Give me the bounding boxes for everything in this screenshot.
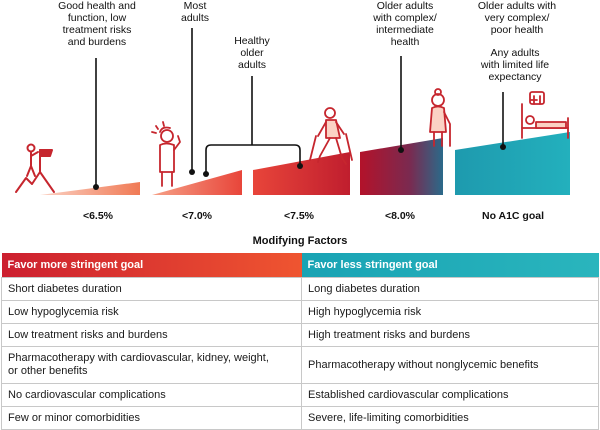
modifying-factors-table: Favor more stringent goal Favor less str… — [1, 253, 599, 430]
caption-very-complex: Older adults with very complex/ poor hea… — [477, 0, 557, 36]
cell-stringent: Few or minor comorbidities — [1, 406, 302, 430]
caption-good-health: Good health and function, low treatment … — [58, 0, 136, 48]
header-more-stringent: Favor more stringent goal — [1, 253, 302, 278]
goal-6-5: <6.5% — [82, 210, 114, 222]
table-row: Low hypoglycemia risk High hypoglycemia … — [1, 300, 599, 324]
modifying-factors-title: Modifying Factors — [252, 235, 348, 247]
cell-stringent: No cardiovascular complications — [1, 383, 302, 407]
cell-stringent: Pharmacotherapy with cardiovascular, kid… — [1, 346, 302, 384]
cell-less-stringent: High hypoglycemia risk — [301, 300, 599, 324]
hiker-icon — [309, 107, 353, 165]
wedge-no-goal — [455, 132, 570, 195]
table-row: Pharmacotherapy with cardiovascular, kid… — [1, 346, 599, 384]
header-less-stringent: Favor less stringent goal — [301, 253, 599, 278]
thinking-person-icon — [151, 121, 181, 187]
wedge-6-5 — [40, 182, 140, 195]
table-row: Short diabetes duration Long diabetes du… — [1, 277, 599, 301]
goal-7-5: <7.5% — [283, 210, 315, 222]
goal-8-0: <8.0% — [384, 210, 416, 222]
cell-less-stringent: High treatment risks and burdens — [301, 323, 599, 347]
goal-7-0: <7.0% — [181, 210, 213, 222]
cell-stringent: Low treatment risks and burdens — [1, 323, 302, 347]
summit-flag-icon — [15, 143, 55, 193]
elderly-cane-icon — [429, 88, 451, 147]
cell-less-stringent: Severe, life-limiting comorbidities — [301, 406, 599, 430]
table-row: No cardiovascular complications Establis… — [1, 383, 599, 407]
table-row: Few or minor comorbidities Severe, life-… — [1, 406, 599, 430]
hospital-bed-icon — [521, 91, 569, 139]
wedge-7-0 — [152, 170, 242, 195]
wedge-8-0 — [360, 138, 443, 195]
caption-healthy-older: Healthy older adults — [234, 35, 270, 71]
cell-less-stringent: Long diabetes duration — [301, 277, 599, 301]
cell-stringent: Low hypoglycemia risk — [1, 300, 302, 324]
caption-most-adults: Most adults — [180, 0, 210, 24]
caption-complex-health: Older adults with complex/ intermediate … — [373, 0, 437, 48]
goal-no-a1c: No A1C goal — [481, 210, 545, 222]
table-row: Low treatment risks and burdens High tre… — [1, 323, 599, 347]
bracket-healthy-older — [205, 144, 301, 172]
glycemic-goal-diagram — [15, 28, 570, 195]
caption-limited-life: Any adults with limited life expectancy — [480, 47, 550, 83]
cell-less-stringent: Established cardiovascular complications — [301, 383, 599, 407]
cell-less-stringent: Pharmacotherapy without nonglycemic bene… — [301, 346, 599, 384]
wedge-7-5 — [253, 152, 350, 195]
cell-stringent: Short diabetes duration — [1, 277, 302, 301]
